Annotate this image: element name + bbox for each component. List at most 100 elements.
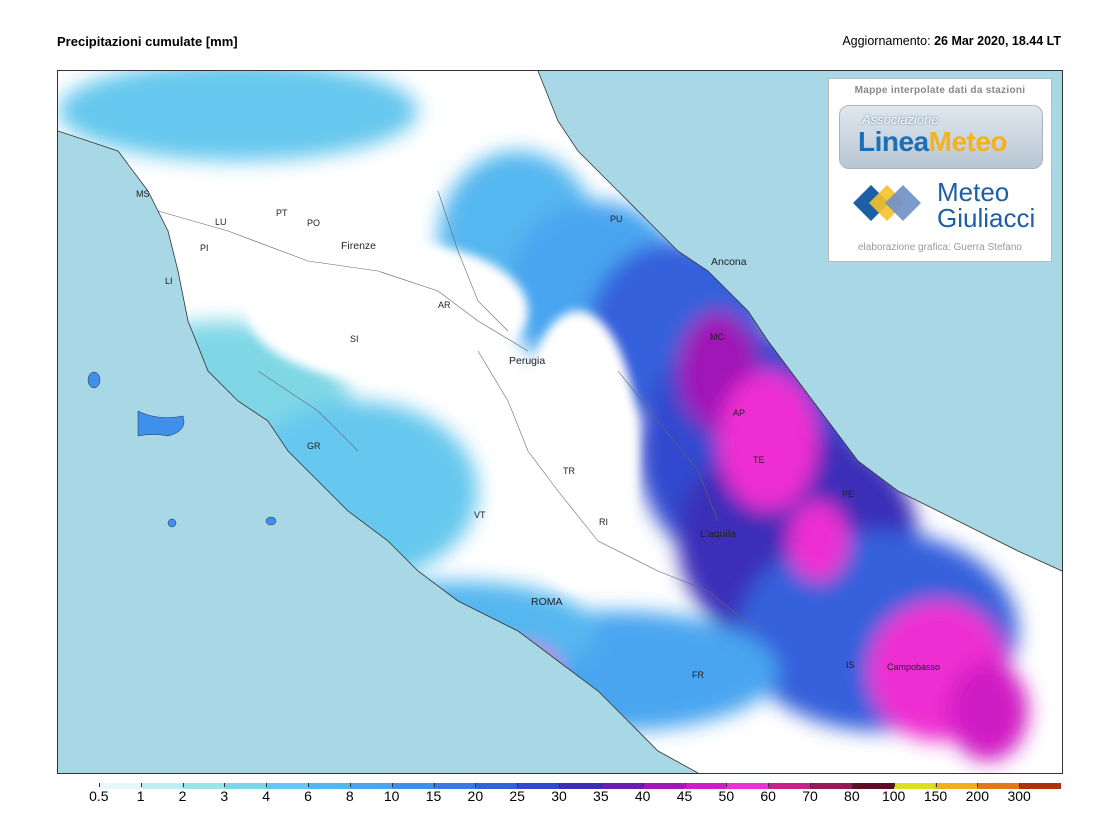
legend-swatch (558, 783, 601, 789)
legend-swatch (768, 783, 810, 789)
legend-tick-label: 0.5 (89, 788, 109, 804)
map-svg (58, 71, 1062, 773)
legend-swatch (349, 783, 392, 789)
place-label-si: SI (350, 334, 359, 344)
legend-tick-label: 8 (345, 788, 354, 804)
legend-tick-mark (433, 783, 435, 787)
island-giglio (265, 516, 277, 526)
update-label: Aggiornamento: (842, 34, 931, 48)
place-label-pi: PI (200, 243, 209, 253)
giuliacci-line2: Giuliacci (937, 203, 1036, 233)
place-label-gr: GR (307, 441, 321, 451)
legend-tick-label: 3 (220, 788, 229, 804)
legend-swatch (726, 783, 769, 789)
coastline-west (58, 130, 699, 773)
logo-panel: Mappe interpolate dati da stazioni Assoc… (828, 78, 1052, 262)
legend-tick-mark (559, 783, 560, 787)
place-label-pt: PT (276, 208, 288, 218)
legend-tick-label: 300 (1007, 788, 1031, 804)
legend-tick-label: 60 (760, 788, 776, 804)
place-label-po: PO (307, 218, 321, 228)
legend-tick-mark (600, 783, 602, 787)
logo-panel-footer: elaborazione grafica: Guerra Stefano (858, 242, 1022, 253)
island-elba (137, 410, 185, 437)
legend-swatch (893, 783, 936, 789)
place-label-laquila: L'aquila (700, 528, 736, 540)
place-label-vt: VT (474, 510, 486, 520)
place-label-roma: ROMA (531, 596, 563, 608)
legend-tick-label: 15 (425, 788, 442, 804)
island-giannutri (167, 518, 177, 528)
meteo-giuliacci-logo: Meteo Giuliacci (849, 173, 1039, 235)
place-label-pu: PU (610, 214, 623, 224)
legend-swatch (224, 783, 267, 789)
legend-tick-mark (726, 783, 728, 787)
place-label-li: LI (165, 276, 173, 286)
legend-tick-label: 100 (881, 788, 906, 804)
legend-tick-mark (266, 783, 268, 787)
linea-meteo-logo: Associazione LineaMeteo (839, 105, 1043, 169)
legend-swatch (977, 783, 1020, 789)
place-label-perugia: Perugia (509, 355, 546, 367)
place-label-tr: TR (563, 466, 575, 476)
legend-tick-label: 6 (304, 788, 312, 804)
legend-tick-label: 40 (634, 788, 651, 804)
legend-swatch (851, 783, 894, 789)
giuliacci-diamond-icon (853, 185, 921, 221)
legend-swatch (140, 783, 183, 789)
place-label-firenze: Firenze (341, 240, 377, 252)
precipitation-map (57, 70, 1063, 774)
legend-swatch (98, 783, 141, 789)
place-label-is: IS (846, 660, 855, 670)
legend-swatch (57, 783, 99, 789)
legend-swatch (475, 783, 518, 789)
giuliacci-line1: Meteo (937, 177, 1010, 207)
legend-ticks: 0.5 1 2 3 4 6 8 10 15 20 25 30 35 40 45 50 60 70 80 100 150 2… (57, 783, 1061, 812)
place-label-mc: MC (710, 332, 724, 342)
legend-tick-label: 2 (178, 788, 187, 804)
legend-tick-label: 70 (802, 788, 818, 804)
place-label-campobasso: Campobasso (887, 662, 941, 672)
coastline-east (537, 71, 1062, 572)
legend-tick-mark (935, 783, 937, 787)
legend-swatch (182, 783, 225, 789)
island-capraia (87, 371, 101, 389)
legend-swatch (935, 783, 978, 789)
place-label-lu: LU (215, 217, 227, 227)
legend-tick-mark (308, 783, 309, 787)
legend-swatch (1019, 783, 1061, 789)
legend-tick-mark (391, 783, 393, 787)
legend-tick-mark (349, 783, 351, 787)
legend-swatch (391, 783, 434, 789)
linea-meteo-wordmark: LineaMeteo (858, 126, 1008, 157)
legend-tick-mark (810, 783, 811, 787)
legend-tick-label: 45 (676, 788, 693, 804)
legend-tick-mark (517, 783, 519, 787)
place-label-ar: AR (438, 300, 451, 310)
logo-panel-header: Mappe interpolate dati da stazioni (854, 85, 1026, 96)
place-label-pe: PE (842, 489, 855, 499)
legend-tick-mark (182, 783, 184, 787)
legend-tick-label: 200 (965, 788, 990, 804)
legend-swatch (307, 783, 350, 789)
legend-tick-label: 150 (923, 788, 948, 804)
map-title: Precipitazioni cumulate [mm] (57, 34, 238, 49)
legend-tick-label: 30 (551, 788, 567, 804)
place-label-te: TE (753, 455, 765, 465)
legend-swatch (600, 783, 643, 789)
legend-swatch (684, 783, 727, 789)
place-label-ri: RI (599, 517, 608, 527)
update-info: Aggiornamento: 26 Mar 2020, 18.44 LT (842, 34, 1061, 48)
legend-swatch (266, 783, 308, 789)
place-label-ancona: Ancona (711, 256, 747, 268)
legend-swatch (433, 783, 476, 789)
place-label-fr: FR (692, 670, 704, 680)
legend-tick-label: 1 (136, 788, 145, 804)
legend-tick-label: 25 (509, 788, 525, 804)
legend-tick-label: 80 (844, 788, 860, 804)
legend-tick-mark (893, 783, 895, 787)
place-label-ap: AP (733, 408, 746, 418)
legend-tick-mark (224, 783, 226, 787)
legend-tick-mark (851, 783, 853, 787)
linea-meteo-assoc: Associazione (862, 112, 939, 127)
